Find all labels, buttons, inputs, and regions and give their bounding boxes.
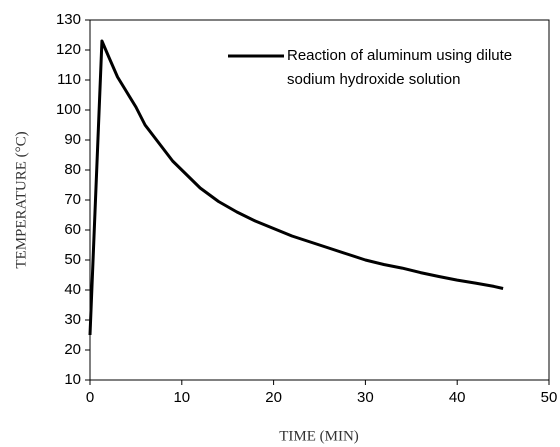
line-series: [88, 39, 504, 336]
x-tick-label: 0: [86, 389, 94, 406]
y-tick-label: 120: [56, 41, 81, 58]
y-tick-label: 20: [64, 341, 81, 358]
x-tick-label: 40: [449, 389, 466, 406]
y-tick-label: 130: [56, 11, 81, 28]
y-tick-label: 40: [64, 281, 81, 298]
y-tick-label: 70: [64, 191, 81, 208]
y-tick-label: 60: [64, 221, 81, 238]
x-tick-label: 30: [357, 389, 374, 406]
y-tick-label: 90: [64, 131, 81, 148]
y-axis-label: TEMPERATURE (°C): [13, 131, 29, 268]
x-tick-label: 20: [265, 389, 282, 406]
y-tick-label: 30: [64, 311, 81, 328]
y-tick-label: 80: [64, 161, 81, 178]
legend-label: Reaction of aluminum using dilute sodium…: [287, 47, 513, 88]
y-tick-label: 110: [57, 71, 81, 88]
x-tick-label: 10: [173, 389, 190, 406]
y-tick-label: 50: [64, 251, 81, 268]
y-tick-label: 10: [64, 371, 81, 388]
x-axis-label: TIME (MIN): [279, 428, 359, 444]
x-tick-label: 50: [541, 389, 558, 406]
legend-box: Reaction of aluminum using dilute sodium…: [287, 47, 513, 88]
y-tick-label: 100: [56, 101, 81, 118]
